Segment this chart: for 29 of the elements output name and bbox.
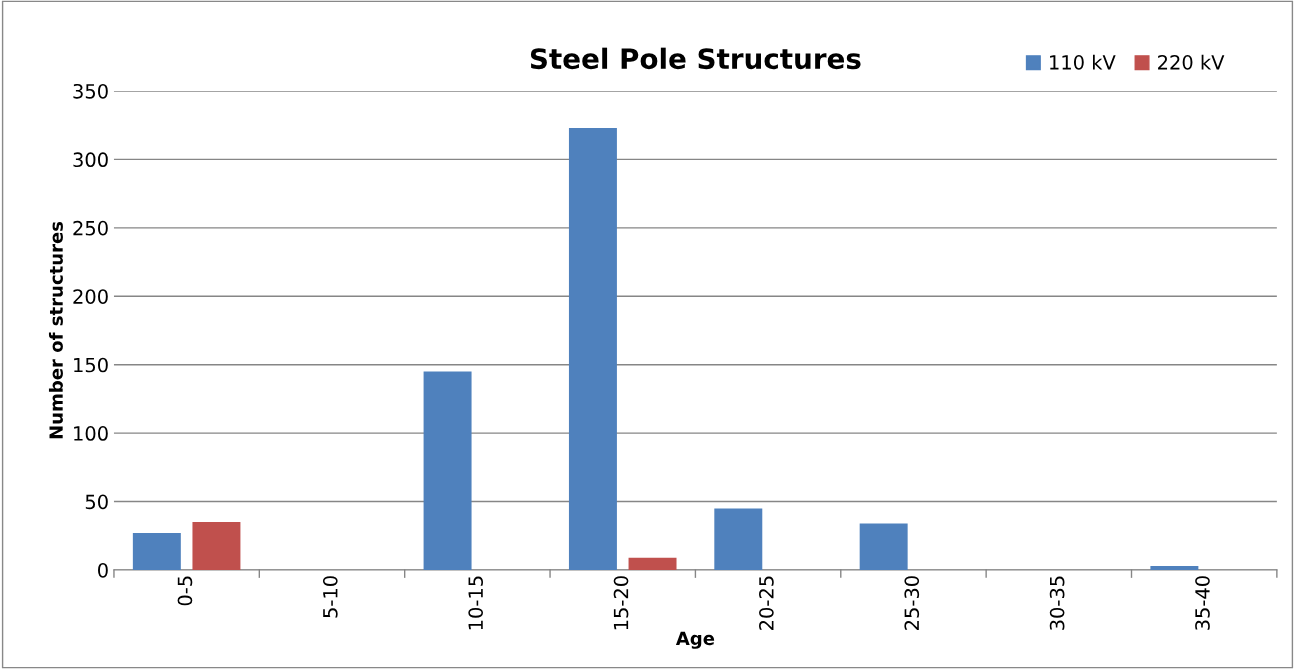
bar	[132, 533, 181, 570]
bar	[192, 522, 241, 570]
x-tick-label: 30-35	[1049, 576, 1065, 630]
x-tick-label: 35-40	[1195, 576, 1210, 630]
legend-label: 220 kV	[1158, 54, 1225, 70]
y-tick-label: 300	[73, 152, 108, 168]
y-tick-label: 100	[74, 426, 108, 441]
bar	[1150, 565, 1199, 570]
bar	[859, 523, 908, 570]
bar	[423, 371, 472, 570]
x-tick-label: 25-30	[904, 576, 920, 630]
legend-label: 110 kV	[1050, 54, 1116, 70]
y-tick-label: 200	[73, 289, 108, 304]
x-tick-label: 15-20	[613, 576, 629, 630]
bar	[628, 557, 677, 570]
y-tick-label: 0	[98, 562, 108, 578]
chart-title: Steel Pole Structures	[530, 47, 861, 70]
x-tick-label: 10-15	[468, 576, 484, 630]
y-tick-label: 350	[73, 83, 108, 99]
y-tick-label: 250	[73, 220, 108, 236]
bar	[714, 508, 763, 570]
x-tick-label: 5-10	[322, 576, 338, 618]
x-axis-title: Age	[675, 631, 715, 649]
x-tick-label: 20-25	[759, 576, 774, 630]
y-tick-label: 50	[85, 494, 108, 510]
x-tick-label: 0-5	[177, 576, 193, 606]
y-axis-title: Number of structures	[48, 221, 63, 439]
bar	[568, 127, 617, 570]
y-tick-label: 150	[74, 357, 108, 373]
